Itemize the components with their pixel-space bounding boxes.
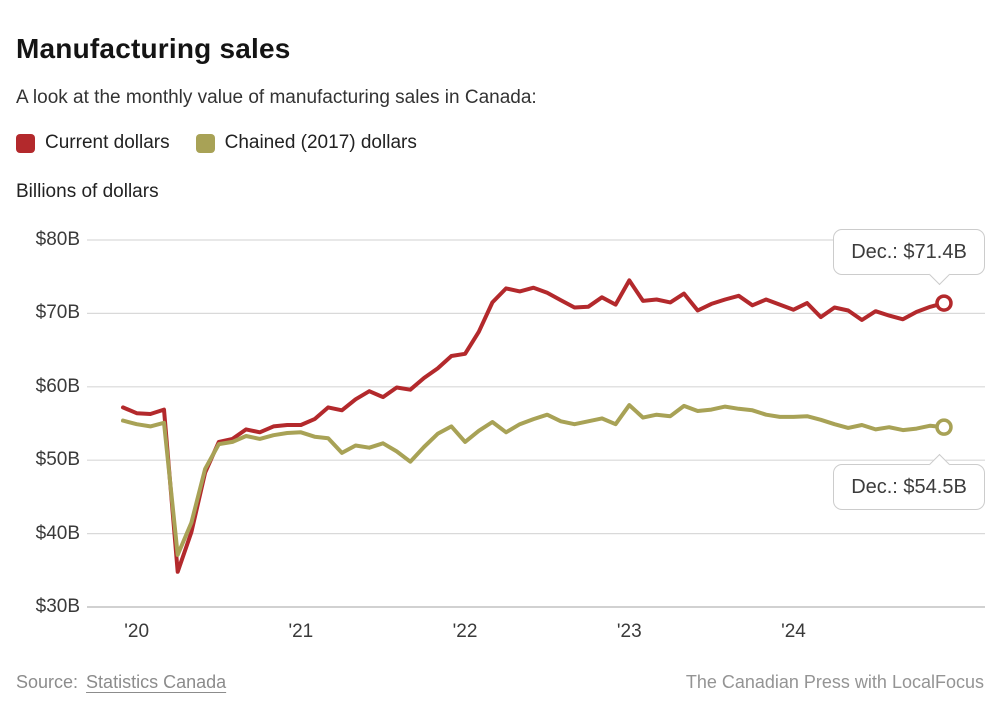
callout-current-dollars-december-value: Dec.: $71.4B (833, 229, 985, 275)
x-tick-label: '24 (781, 621, 806, 642)
end-point-marker-current-dollars (935, 294, 953, 312)
callout-chained-dollars-december-value: Dec.: $54.5B (833, 464, 985, 510)
series-line-current-dollars (121, 278, 946, 574)
credit-text: The Canadian Press with LocalFocus (685, 672, 984, 692)
legend-label: Current dollars (45, 132, 170, 153)
series-line-chained-dollars (121, 403, 946, 557)
chained-dollars-swatch-icon (195, 133, 215, 153)
source-label: Source: (16, 672, 79, 692)
legend-label: Chained (2017) dollars (224, 132, 417, 153)
callout-text: Dec.: $54.5B (851, 475, 967, 498)
y-tick-label: $70B (35, 302, 80, 324)
legend-item-current-dollars: Current dollars (16, 132, 170, 154)
chart-legend: Current dollars Chained (2017) dollars (16, 132, 417, 154)
x-tick-label: '21 (288, 621, 314, 642)
legend-item-chained-dollars: Chained (2017) dollars (195, 132, 417, 154)
y-tick-label: $60B (35, 375, 80, 397)
end-point-marker-chained-dollars (935, 418, 953, 436)
y-tick-label: $30B (35, 596, 80, 617)
page-title: Manufacturing sales (16, 33, 291, 64)
source-attribution: Source: Statistics Canada (16, 672, 226, 693)
y-tick-label: $40B (35, 522, 80, 544)
callout-text: Dec.: $71.4B (851, 240, 967, 263)
y-axis-title: Billions of dollars (16, 181, 159, 202)
y-tick-label: $50B (35, 449, 80, 471)
source-link[interactable]: Statistics Canada (86, 672, 227, 692)
chart-footer: Source: Statistics Canada The Canadian P… (16, 672, 984, 693)
current-dollars-swatch-icon (16, 133, 35, 153)
chart-subtitle: A look at the monthly value of manufactu… (16, 87, 537, 108)
x-tick-label: '20 (124, 621, 150, 642)
x-tick-label: '23 (616, 621, 642, 642)
y-tick-label: $80B (35, 229, 80, 250)
x-tick-label: '22 (452, 621, 478, 642)
